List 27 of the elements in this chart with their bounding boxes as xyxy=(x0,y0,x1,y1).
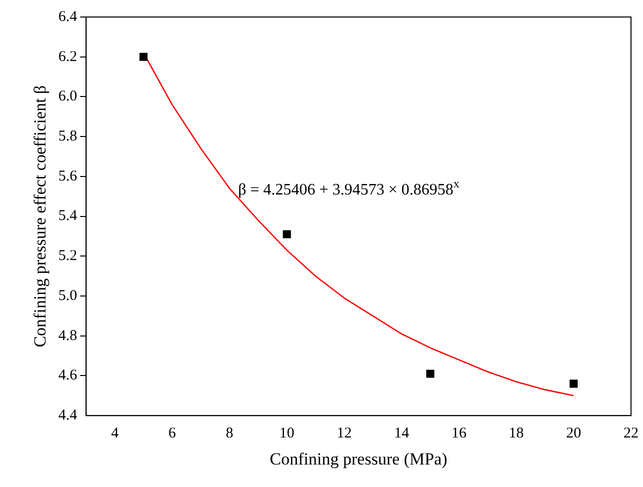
y-tick-label: 4.4 xyxy=(58,408,78,424)
y-tick-label: 5.4 xyxy=(58,208,78,224)
x-tick-label: 4 xyxy=(111,426,120,442)
x-tick-label: 16 xyxy=(451,426,467,442)
x-tick-label: 6 xyxy=(168,426,176,442)
y-tick-label: 4.8 xyxy=(58,328,78,344)
x-tick-label: 8 xyxy=(226,426,234,442)
y-tick-label: 6.4 xyxy=(58,8,78,25)
y-tick-label: 4.6 xyxy=(58,368,78,384)
point xyxy=(139,52,148,61)
y-tick-label: 5.0 xyxy=(58,288,78,304)
x-tick-label: 14 xyxy=(394,426,410,442)
y-tick-label: 5.6 xyxy=(58,168,78,184)
y-tick-label: 5.8 xyxy=(58,128,78,145)
x-tick-label: 10 xyxy=(279,426,294,442)
x-tick-label: 22 xyxy=(624,426,638,442)
x-tick-label: 18 xyxy=(508,426,524,442)
y-axis-title: Confining pressure effect coefficient β xyxy=(30,85,50,348)
x-axis-title: Confining pressure (MPa) xyxy=(270,449,448,468)
y-tick-label: 5.2 xyxy=(58,248,78,264)
point xyxy=(282,230,291,238)
point xyxy=(426,370,434,378)
point xyxy=(570,380,578,388)
x-tick-label: 12 xyxy=(336,426,352,442)
x-tick-label: 20 xyxy=(566,426,582,442)
y-tick-label: 6.2 xyxy=(58,48,78,65)
y-tick-label: 6.0 xyxy=(58,88,78,105)
